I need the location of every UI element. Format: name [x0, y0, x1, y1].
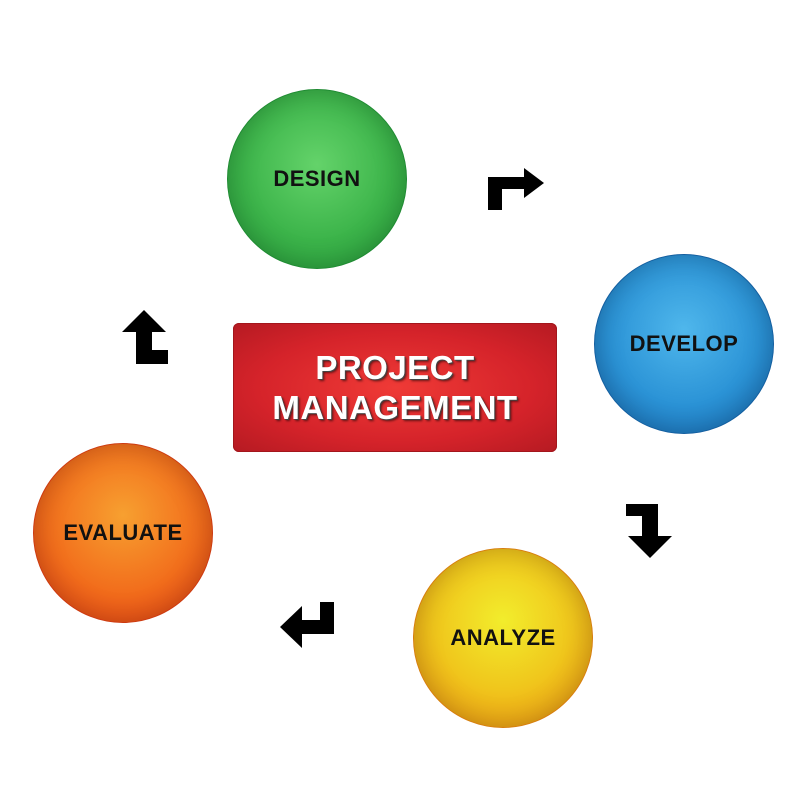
bent-arrow-down-icon [626, 504, 672, 558]
stage-evaluate-circle: EVALUATE [33, 443, 213, 623]
bent-arrow-right-icon [488, 168, 544, 210]
stage-analyze-circle: ANALYZE [413, 548, 593, 728]
stage-design-label: DESIGN [273, 166, 361, 191]
bent-arrow-left-icon [280, 602, 334, 648]
bent-arrow-up-icon [122, 310, 168, 364]
center-title-line-1: PROJECT [315, 348, 475, 386]
stage-evaluate-label: EVALUATE [63, 520, 183, 545]
stage-develop-label: DEVELOP [629, 331, 739, 356]
stage-analyze-label: ANALYZE [450, 625, 556, 650]
stage-develop-circle: DEVELOP [594, 254, 774, 434]
center-box: PROJECT MANAGEMENT [233, 323, 557, 452]
stage-design-circle: DESIGN [227, 89, 407, 269]
center-title-line-2: MANAGEMENT [272, 388, 518, 426]
